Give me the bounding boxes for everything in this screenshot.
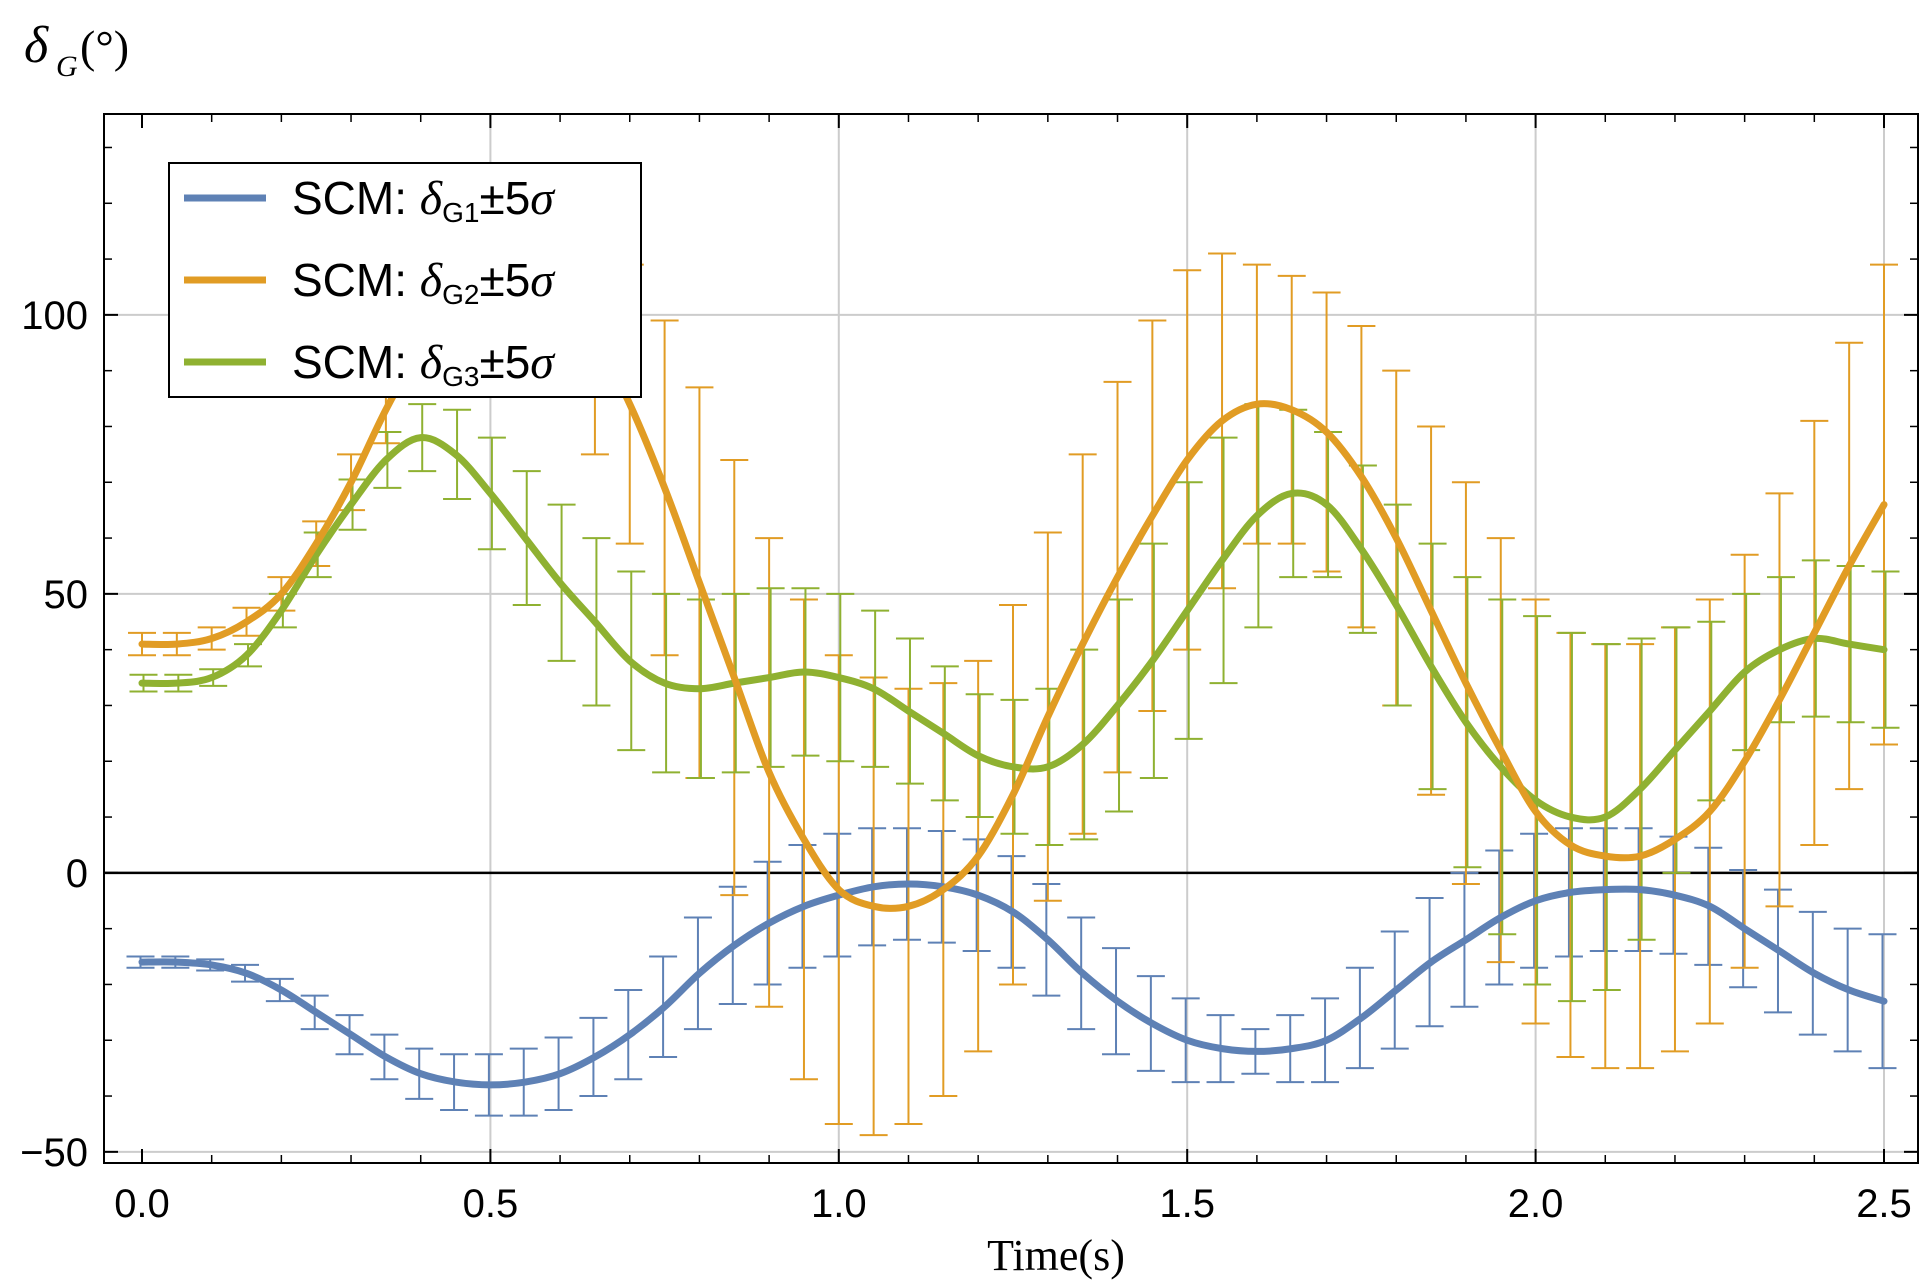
legend-label: SCM: δG1±5σ — [292, 172, 556, 228]
y-tick-label: 50 — [44, 573, 89, 617]
y-tick-label: 100 — [21, 294, 88, 338]
plot-frame — [103, 113, 1919, 1164]
y-axis-label: δ G (°) — [24, 17, 129, 83]
y-axis-label-symbol: δ — [24, 17, 49, 74]
y-axis-label-subscript: G — [56, 50, 78, 83]
legend-label: SCM: δG3±5σ — [292, 336, 556, 392]
x-tick-label: 1.0 — [811, 1182, 867, 1226]
y-tick-label: 0 — [66, 852, 88, 896]
series-line-g3 — [138, 434, 1888, 824]
legend-label: SCM: δG2±5σ — [292, 254, 556, 310]
series-line-g1 — [138, 880, 1888, 1089]
y-axis-label-unit: (°) — [80, 21, 129, 72]
axis-ticks: 0.0 0.5 1.0 1.5 2.0 2.5 −50 0 50 100 — [20, 114, 1918, 1226]
x-tick-label: 2.0 — [1508, 1182, 1564, 1226]
x-tick-label: 0.5 — [463, 1182, 519, 1226]
x-tick-label: 2.5 — [1856, 1182, 1912, 1226]
x-tick-label: 0.0 — [114, 1182, 170, 1226]
legend: SCM: δG1±5σ SCM: δG2±5σ SCM: δG3±5σ — [168, 162, 642, 398]
x-tick-label: 1.5 — [1159, 1182, 1215, 1226]
x-axis-label: Time(s) — [987, 1231, 1125, 1280]
y-tick-label: −50 — [20, 1131, 88, 1175]
